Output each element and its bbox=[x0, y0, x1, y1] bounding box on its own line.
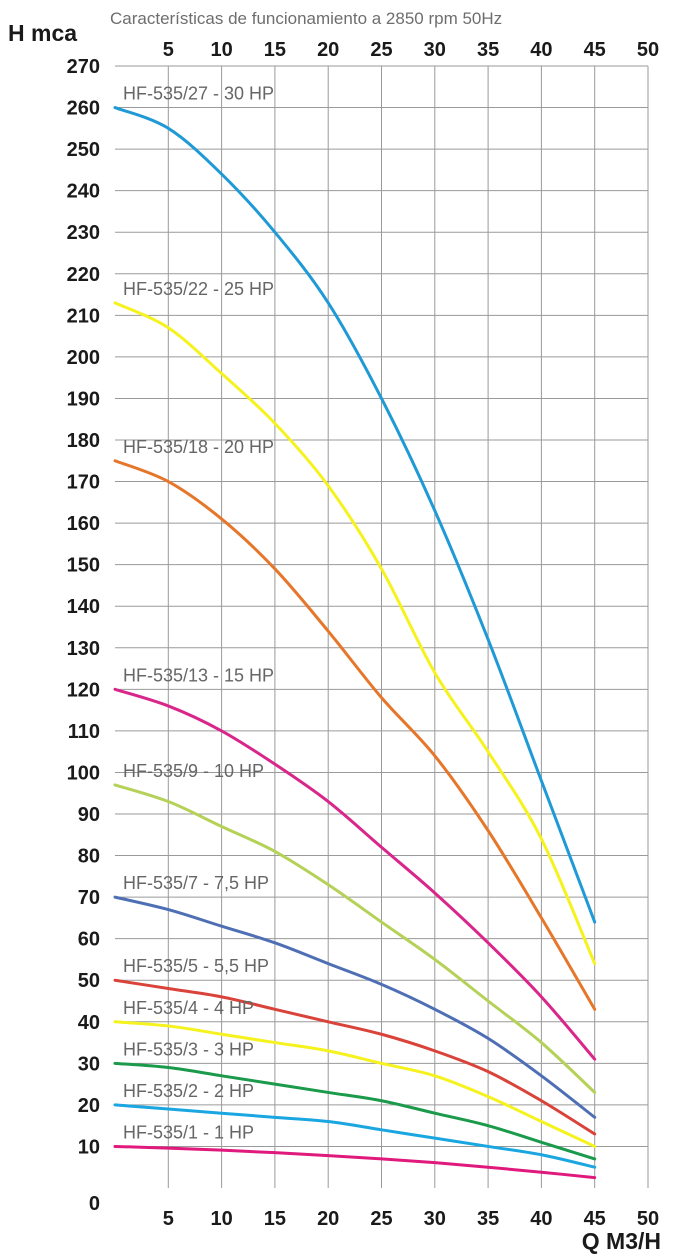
series-label-hf-535-9-10-hp: HF-535/9 - 10 HP bbox=[123, 761, 264, 781]
curve-hf-535-1-1-hp bbox=[113, 1144, 597, 1180]
x-tick-bottom-10: 10 bbox=[210, 1208, 232, 1230]
grid-lines bbox=[115, 65, 649, 1188]
y-tick-130: 130 bbox=[67, 638, 100, 660]
x-tick-top-25: 25 bbox=[370, 39, 392, 61]
x-tick-bottom-30: 30 bbox=[424, 1208, 446, 1230]
y-tick-100: 100 bbox=[67, 762, 100, 784]
y-tick-200: 200 bbox=[67, 347, 100, 369]
y-tick-210: 210 bbox=[67, 305, 100, 327]
x-axis-label: Q M3/H bbox=[582, 1228, 661, 1254]
y-tick-220: 220 bbox=[67, 264, 100, 286]
y-tick-120: 120 bbox=[67, 679, 100, 701]
x-tick-bottom-15: 15 bbox=[264, 1208, 286, 1230]
curve-hf-535-5-5-5-hp bbox=[113, 978, 597, 1136]
y-tick-10: 10 bbox=[78, 1136, 100, 1158]
series-label-hf-535-13-15-hp: HF-535/13 - 15 HP bbox=[123, 665, 274, 685]
x-tick-top-35: 35 bbox=[477, 39, 499, 61]
curve-hf-535-3-3-hp bbox=[113, 1061, 597, 1161]
y-tick-90: 90 bbox=[78, 804, 100, 826]
curve-hf-535-13-15-hp bbox=[113, 687, 597, 1061]
y-tick-260: 260 bbox=[67, 98, 100, 120]
curve-hf-535-7-7-5-hp bbox=[113, 895, 597, 1119]
y-tick-20: 20 bbox=[78, 1095, 100, 1117]
x-tick-bottom-50: 50 bbox=[637, 1208, 659, 1230]
y-tick-250: 250 bbox=[67, 139, 100, 161]
x-tick-top-40: 40 bbox=[530, 39, 552, 61]
x-tick-top-30: 30 bbox=[424, 39, 446, 61]
y-tick-60: 60 bbox=[78, 929, 100, 951]
x-tick-top-10: 10 bbox=[210, 39, 232, 61]
x-tick-top-45: 45 bbox=[584, 39, 606, 61]
y-tick-50: 50 bbox=[78, 970, 100, 992]
y-tick-150: 150 bbox=[67, 555, 100, 577]
x-tick-top-15: 15 bbox=[264, 39, 286, 61]
y-tick-140: 140 bbox=[67, 596, 100, 618]
series-label-hf-535-22-25-hp: HF-535/22 - 25 HP bbox=[123, 279, 274, 299]
y-tick-110: 110 bbox=[68, 721, 100, 743]
y-tick-0: 0 bbox=[89, 1193, 100, 1215]
x-tick-bottom-20: 20 bbox=[317, 1208, 339, 1230]
x-tick-bottom-25: 25 bbox=[370, 1208, 392, 1230]
y-tick-40: 40 bbox=[78, 1012, 100, 1034]
x-tick-bottom-45: 45 bbox=[584, 1208, 606, 1230]
y-tick-240: 240 bbox=[67, 181, 100, 203]
y-tick-30: 30 bbox=[78, 1053, 100, 1075]
series-label-hf-535-7-7-5-hp: HF-535/7 - 7,5 HP bbox=[123, 873, 269, 893]
curve-hf-535-22-25-hp bbox=[113, 301, 597, 966]
curve-hf-535-2-2-hp bbox=[113, 1103, 597, 1169]
series-label-hf-535-2-2-hp: HF-535/2 - 2 HP bbox=[123, 1081, 254, 1101]
y-tick-70: 70 bbox=[78, 887, 100, 909]
series-labels: HF-535/27 - 30 HP HF-535/22 - 25 HP HF-535… bbox=[123, 84, 274, 1143]
x-tick-bottom-5: 5 bbox=[163, 1208, 174, 1230]
curve-hf-535-4-4-hp bbox=[113, 1020, 597, 1148]
x-tick-top-20: 20 bbox=[317, 39, 339, 61]
y-tick-80: 80 bbox=[78, 846, 100, 868]
series-label-hf-535-5-5-5-hp: HF-535/5 - 5,5 HP bbox=[123, 956, 269, 976]
curve-hf-535-9-10-hp bbox=[113, 783, 597, 1094]
curve-hf-535-18-20-hp bbox=[113, 459, 597, 1011]
y-tick-160: 160 bbox=[67, 513, 100, 535]
x-tick-top-50: 50 bbox=[637, 39, 659, 61]
y-tick-180: 180 bbox=[67, 430, 100, 452]
y-axis-label: H mca bbox=[8, 20, 77, 46]
series-label-hf-535-1-1-hp: HF-535/1 - 1 HP bbox=[123, 1122, 254, 1142]
y-tick-190: 190 bbox=[67, 388, 100, 410]
y-tick-270: 270 bbox=[67, 56, 100, 78]
series-label-hf-535-3-3-hp: HF-535/3 - 3 HP bbox=[123, 1039, 254, 1059]
x-tick-top-5: 5 bbox=[163, 39, 174, 61]
series-label-hf-535-4-4-hp: HF-535/4 - 4 HP bbox=[123, 998, 254, 1018]
series-label-hf-535-27-30-hp: HF-535/27 - 30 HP bbox=[123, 84, 274, 104]
curve-hf-535-27-30-hp bbox=[113, 106, 597, 924]
x-tick-bottom-40: 40 bbox=[530, 1208, 552, 1230]
y-tick-230: 230 bbox=[67, 222, 100, 244]
axis-ticks: 5 5 10 10 15 15 20 20 25 25 30 30 35 35 40 40 45 45 50 50 0 1… bbox=[67, 39, 660, 1230]
series-label-hf-535-18-20-hp: HF-535/18 - 20 HP bbox=[123, 437, 274, 457]
chart-title: Características de funcionamiento a 2850… bbox=[110, 9, 502, 28]
x-tick-bottom-35: 35 bbox=[477, 1208, 499, 1230]
y-tick-170: 170 bbox=[67, 472, 100, 494]
performance-curves bbox=[113, 106, 597, 1180]
